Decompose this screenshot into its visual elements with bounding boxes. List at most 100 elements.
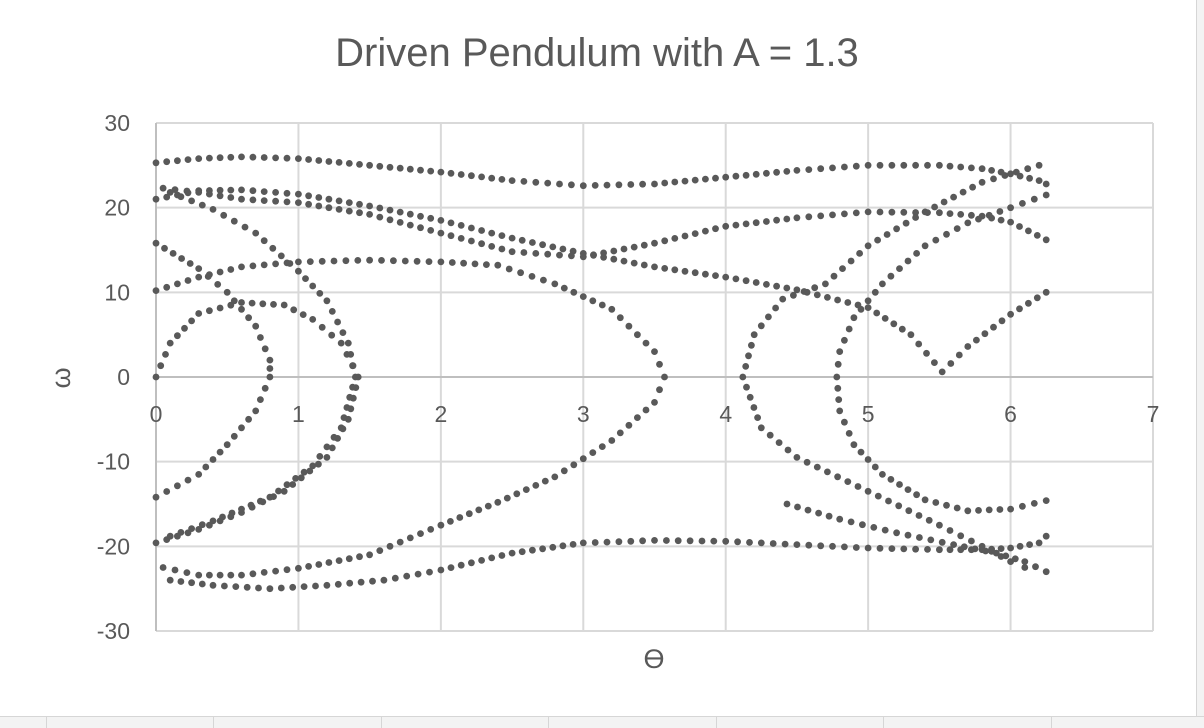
data-point [674,537,682,545]
data-point [344,339,352,347]
data-point [249,153,257,161]
data-point [881,315,889,322]
data-point [174,482,181,490]
data-point [811,284,819,292]
data-point [916,534,923,541]
data-point [198,201,206,209]
sheet-right-gutter [1196,0,1204,727]
data-point [312,582,319,590]
data-point [289,583,297,591]
data-point [238,186,245,194]
data-point [752,219,760,227]
data-point [330,257,338,265]
data-point [732,221,740,229]
data-point [337,339,345,347]
data-point [793,454,801,461]
data-point [813,291,821,299]
data-point [992,549,1000,557]
x-tick-label: 4 [719,401,732,427]
data-point [815,509,822,517]
data-point [857,305,865,313]
data-point [902,219,910,227]
data-point [864,456,872,463]
data-point [157,362,165,370]
data-point [931,359,938,366]
data-point [406,165,414,173]
data-point [249,570,257,578]
data-point [800,288,808,295]
data-point [686,537,694,545]
data-point [639,537,646,545]
data-point [616,314,624,322]
data-point [266,356,274,364]
data-point [216,448,224,456]
data-point [195,189,203,196]
data-point [270,301,277,308]
data-point [890,320,898,328]
data-point [904,257,912,265]
data-point [206,571,213,579]
data-point [315,194,323,201]
data-point [722,273,730,281]
data-point [177,578,185,585]
data-point [300,583,308,590]
data-point [964,507,972,515]
data-point [651,180,658,188]
data-point [698,537,706,545]
data-point [248,299,256,307]
data-point [931,203,938,211]
data-point [1025,299,1032,307]
data-point [272,197,279,205]
data-point [927,536,935,544]
data-point [743,383,750,391]
data-point [591,182,599,189]
data-point [206,190,213,198]
data-point [347,351,355,358]
data-point [323,454,331,461]
data-point [913,250,920,257]
data-point [228,509,236,517]
data-point [447,169,455,177]
data-point [406,221,414,229]
data-point [763,218,770,225]
data-point [380,576,388,584]
data-point [805,541,813,549]
data-point [214,281,222,288]
data-point [528,273,536,280]
data-point [330,433,338,441]
data-point [640,241,648,249]
y-tick-labels: 30 20 10 0 -10 -20 -30 [97,110,130,644]
data-point [352,373,359,381]
data-point [968,537,975,545]
data-point [508,248,516,256]
data-point [656,360,663,368]
data-point [238,305,245,313]
data-point [238,153,245,161]
y-tick-label: -30 [97,618,130,644]
data-point [887,476,895,483]
data-point [260,237,268,245]
data-point [712,225,719,233]
data-point [627,537,635,545]
data-point [468,559,475,567]
data-point [163,158,171,166]
data-point [166,339,174,347]
data-point [356,200,363,208]
data-point [257,334,264,341]
data-point [1042,180,1050,188]
data-point [888,161,896,169]
data-point [856,250,863,257]
data-point [260,261,268,269]
data-point [551,280,559,288]
data-point [427,526,435,533]
data-point [366,211,373,218]
data-point [559,542,567,550]
data-point [488,229,496,237]
data-point [508,549,516,557]
data-point [178,255,186,262]
data-point [955,351,963,359]
data-point [748,341,755,349]
data-point [912,214,919,221]
data-point [784,446,792,454]
data-point [896,481,903,488]
